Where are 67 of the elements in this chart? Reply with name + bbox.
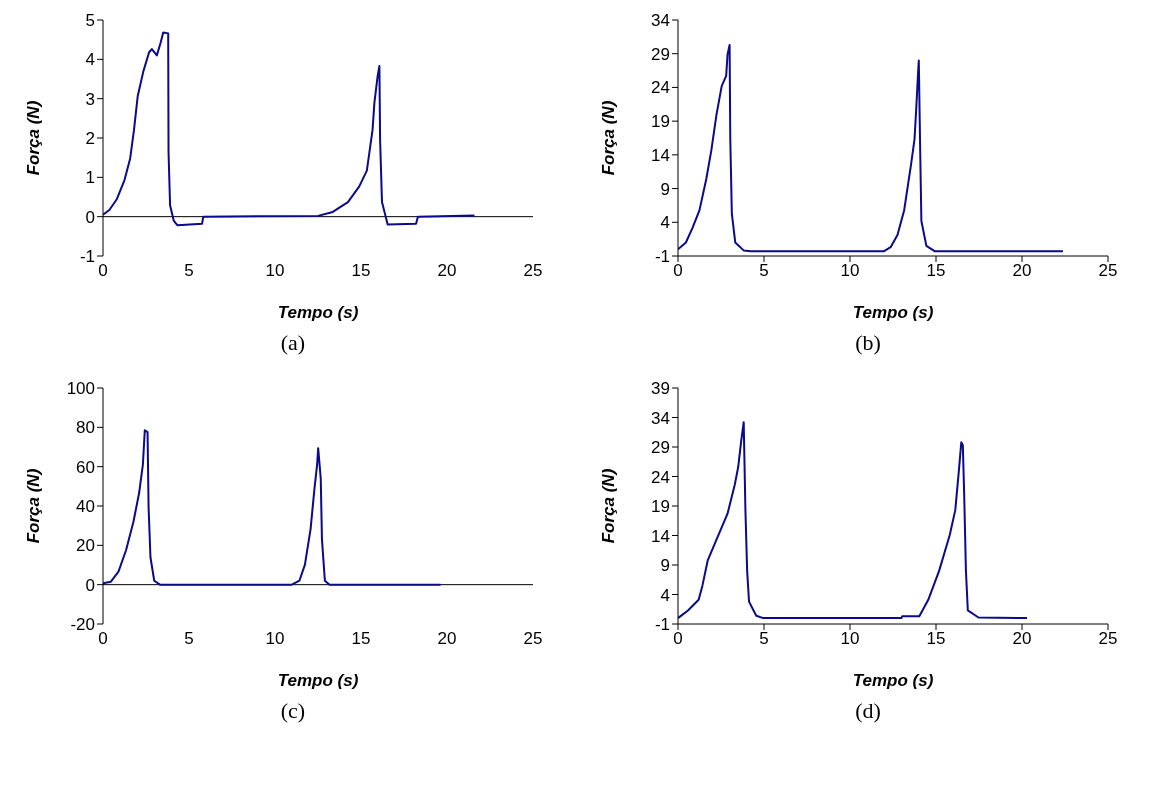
y-tick-label: 24 xyxy=(651,78,670,98)
x-tick-label: 15 xyxy=(351,261,371,281)
x-tick-label: 5 xyxy=(759,261,769,281)
x-tick-label: 10 xyxy=(840,629,860,649)
y-tick-label: 5 xyxy=(85,11,95,31)
y-tick-label: 80 xyxy=(76,418,95,438)
x-axis-title: Tempo (s) xyxy=(852,303,934,322)
x-tick-label: 15 xyxy=(351,629,371,649)
y-tick-label: 9 xyxy=(660,179,670,199)
y-tick-label: 29 xyxy=(651,44,670,64)
x-tick-label: 25 xyxy=(1098,629,1118,649)
y-axis-title: Força (N) xyxy=(599,468,619,544)
y-tick-label: 0 xyxy=(85,575,95,595)
x-tick-label: 10 xyxy=(265,261,285,281)
x-tick-label: 25 xyxy=(1098,261,1118,281)
y-tick-label: 34 xyxy=(651,408,670,428)
y-tick-label: 1 xyxy=(85,168,95,188)
x-tick-label: 5 xyxy=(184,261,194,281)
x-tick-label: 10 xyxy=(840,261,860,281)
text: (d) xyxy=(855,698,881,724)
x-tick-label: 0 xyxy=(673,629,683,649)
x-tick-label: 10 xyxy=(265,629,285,649)
text: (a) xyxy=(280,330,306,356)
y-tick-label: 24 xyxy=(651,467,670,487)
text: (b) xyxy=(855,330,881,356)
y-tick-label: 40 xyxy=(76,497,95,517)
x-tick-label: 20 xyxy=(1012,261,1032,281)
y-tick-label: 20 xyxy=(76,536,95,556)
y-tick-label: 2 xyxy=(85,129,95,149)
y-tick-label: 14 xyxy=(651,145,670,165)
y-tick-label: 4 xyxy=(85,50,95,70)
x-tick-label: 25 xyxy=(523,261,543,281)
y-tick-label: -1 xyxy=(79,247,95,267)
y-tick-label: 34 xyxy=(651,11,670,31)
y-tick-label: 60 xyxy=(76,457,95,477)
x-tick-label: 15 xyxy=(926,629,946,649)
y-tick-label: 39 xyxy=(651,379,670,399)
x-tick-label: 0 xyxy=(673,261,683,281)
y-tick-label: -20 xyxy=(70,615,95,635)
y-tick-label: -1 xyxy=(654,615,670,635)
x-tick-label: 0 xyxy=(98,261,108,281)
y-axis-title: Força (N) xyxy=(599,100,619,176)
x-axis-title: Tempo (s) xyxy=(852,671,934,690)
y-tick-label: 4 xyxy=(660,213,670,233)
x-tick-label: 5 xyxy=(184,629,194,649)
x-tick-label: 25 xyxy=(523,629,543,649)
y-tick-label: 3 xyxy=(85,89,95,109)
x-tick-label: 20 xyxy=(437,629,457,649)
y-tick-label: 14 xyxy=(651,526,670,546)
x-axis-title: Tempo (s) xyxy=(277,671,359,690)
text: (c) xyxy=(280,698,306,724)
y-axis-title: Força (N) xyxy=(24,468,44,544)
x-axis-title: Tempo (s) xyxy=(277,303,359,322)
y-tick-label: 29 xyxy=(651,438,670,458)
x-tick-label: 20 xyxy=(437,261,457,281)
y-tick-label: -1 xyxy=(654,247,670,267)
y-axis-title: Força (N) xyxy=(24,100,44,176)
y-tick-label: 0 xyxy=(85,207,95,227)
y-tick-label: 4 xyxy=(660,585,670,605)
x-tick-label: 15 xyxy=(926,261,946,281)
x-tick-label: 0 xyxy=(98,629,108,649)
y-tick-label: 9 xyxy=(660,556,670,576)
y-tick-label: 19 xyxy=(651,497,670,517)
y-tick-label: 19 xyxy=(651,112,670,132)
x-tick-label: 5 xyxy=(759,629,769,649)
x-tick-label: 20 xyxy=(1012,629,1032,649)
y-tick-label: 100 xyxy=(66,379,95,399)
